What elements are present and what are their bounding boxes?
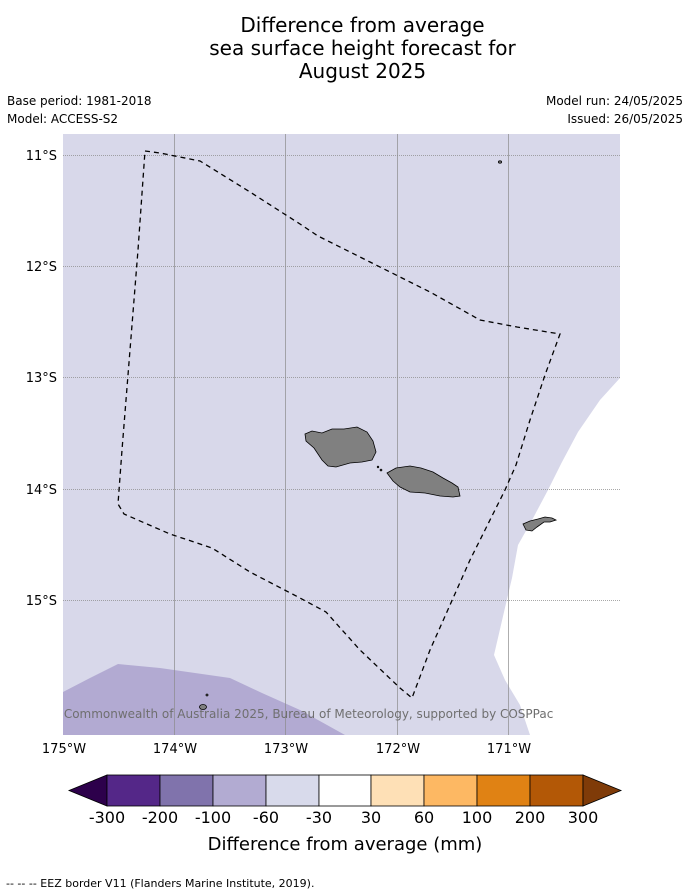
lon-label-172w: 172°W bbox=[376, 742, 420, 757]
chart-title: Difference from average sea surface heig… bbox=[0, 14, 690, 83]
latitude-labels: 11°S 12°S 13°S 14°S 15°S bbox=[26, 149, 57, 609]
swains-island bbox=[497, 160, 502, 164]
tick-label: 300 bbox=[568, 808, 599, 827]
colorbar-band-1 bbox=[106, 774, 161, 807]
eez-border bbox=[117, 150, 561, 700]
colorbar-band-6 bbox=[370, 774, 425, 807]
lon-label-171w: 171°W bbox=[487, 742, 531, 757]
manono-islet bbox=[379, 468, 383, 472]
colorbar-extend-high bbox=[582, 774, 623, 807]
tick-label: -200 bbox=[142, 808, 178, 827]
base-period-text: Base period: 1981-2018 bbox=[7, 94, 152, 108]
lat-label-15s: 15°S bbox=[26, 594, 57, 609]
gridlines bbox=[63, 134, 620, 735]
title-line-3: August 2025 bbox=[298, 59, 427, 83]
tick-label: 30 bbox=[361, 808, 381, 827]
islet bbox=[205, 693, 209, 697]
colorbar bbox=[67, 774, 623, 807]
eez-footnote: -- -- -- EEZ border V11 (Flanders Marine… bbox=[6, 877, 315, 890]
model-run-text: Model run: 24/05/2025 bbox=[545, 94, 683, 108]
tick-label: 100 bbox=[462, 808, 493, 827]
map-panel: © Commonwealth of Australia 2025, Bureau… bbox=[48, 134, 620, 735]
title-line-2: sea surface height forecast for bbox=[209, 36, 516, 60]
apolima-islet bbox=[376, 465, 380, 469]
land bbox=[199, 160, 558, 710]
savaii-island bbox=[304, 426, 377, 468]
model-text: Model: ACCESS-S2 bbox=[7, 112, 119, 126]
colorbar-band-9 bbox=[529, 774, 584, 807]
colorbar-band-7 bbox=[423, 774, 478, 807]
lon-label-174w: 174°W bbox=[153, 742, 197, 757]
tick-label: 60 bbox=[414, 808, 434, 827]
longitude-labels: 175°W 174°W 173°W 172°W 171°W bbox=[42, 742, 531, 757]
colorbar-extend-low bbox=[67, 774, 108, 807]
tick-label: -300 bbox=[89, 808, 125, 827]
lat-label-11s: 11°S bbox=[26, 149, 57, 164]
near-average-region bbox=[494, 378, 620, 735]
niuafoou-island bbox=[199, 704, 207, 710]
tick-label: -30 bbox=[306, 808, 332, 827]
upolu-island bbox=[386, 465, 461, 498]
colorbar-band-8 bbox=[476, 774, 531, 807]
lat-label-14s: 14°S bbox=[26, 483, 57, 498]
colorbar-band-5 bbox=[318, 774, 372, 807]
colorbar-ticks: -300 -200 -100 -60 -30 30 60 100 200 300 bbox=[89, 808, 598, 827]
tick-label: 200 bbox=[515, 808, 546, 827]
title-line-1: Difference from average bbox=[240, 13, 485, 37]
lower-anomaly-region bbox=[63, 664, 345, 735]
lat-label-12s: 12°S bbox=[26, 260, 57, 275]
colorbar-title: Difference from average (mm) bbox=[208, 834, 483, 855]
issued-text: Issued: 26/05/2025 bbox=[567, 112, 683, 126]
lat-label-13s: 13°S bbox=[26, 371, 57, 386]
lon-label-173w: 173°W bbox=[264, 742, 308, 757]
colorbar-band-4 bbox=[265, 774, 320, 807]
tutuila-island bbox=[522, 516, 558, 532]
colorbar-band-2 bbox=[159, 774, 214, 807]
lon-label-175w: 175°W bbox=[42, 742, 86, 757]
tick-label: -100 bbox=[195, 808, 231, 827]
tick-label: -60 bbox=[253, 808, 279, 827]
copyright-text: © Commonwealth of Australia 2025, Bureau… bbox=[48, 707, 553, 721]
colorbar-band-3 bbox=[212, 774, 267, 807]
